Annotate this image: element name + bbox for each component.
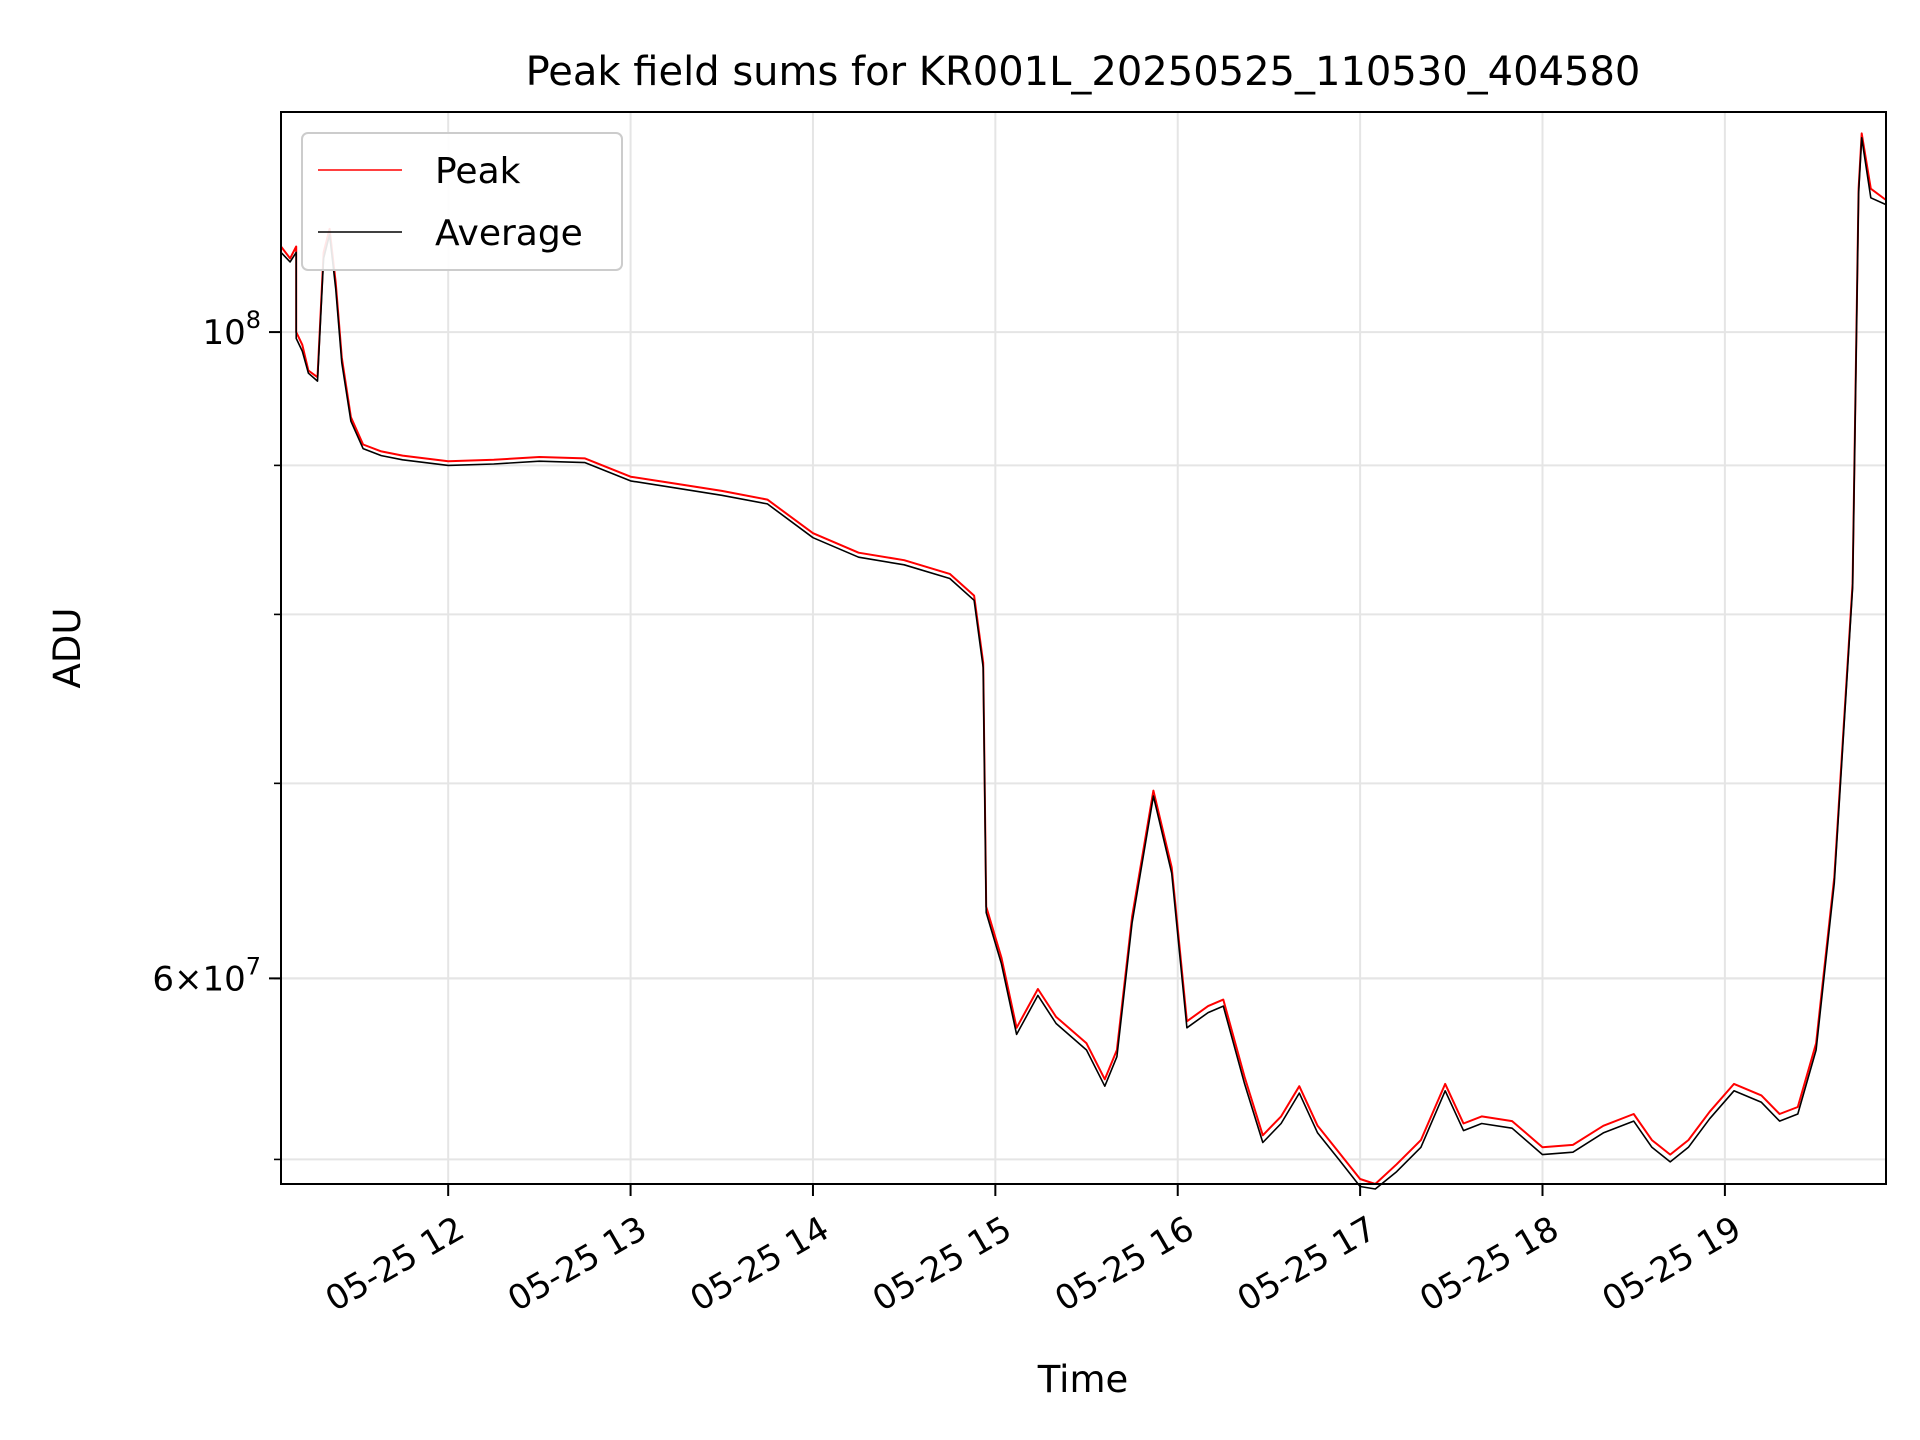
legend-label-average: Average	[435, 213, 583, 254]
series-line-peak	[280, 132, 1887, 1185]
chart-title: Peak field sums for KR001L_20250525_1105…	[526, 49, 1641, 95]
y-tick-label: 6×107	[152, 952, 261, 999]
legend: Peak Average	[301, 132, 623, 271]
legend-box	[301, 132, 623, 271]
series-line-average	[280, 137, 1887, 1190]
plot-lines	[280, 132, 1887, 1190]
legend-label-peak: Peak	[435, 151, 521, 192]
plot-area-frame	[280, 111, 1887, 1185]
x-axis-label: Time	[1037, 1358, 1129, 1401]
y-axis-label: ADU	[46, 608, 89, 689]
grid	[281, 112, 1886, 1184]
